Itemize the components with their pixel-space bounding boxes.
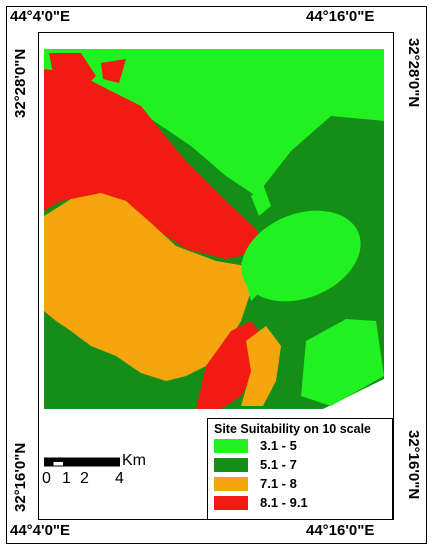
scale-tick: 0 — [42, 470, 51, 487]
zone-8-9-northwest — [44, 69, 266, 259]
coord-left-bottom: 32°16'0"N — [12, 442, 29, 512]
map-frame — [6, 6, 427, 544]
coord-top-left: 44°4'0"E — [10, 8, 71, 25]
scale-tick: 1 — [62, 470, 71, 487]
scale-tick: 2 — [80, 470, 89, 487]
zone-7-8-south — [241, 326, 281, 406]
legend-item: 7.1 - 8 — [208, 474, 392, 493]
scale-unit: Km — [122, 452, 146, 469]
coord-right-top: 32°28'0"N — [405, 38, 422, 108]
zone-8-9-strand — [101, 59, 126, 83]
legend-item: 8.1 - 9.1 — [208, 493, 392, 512]
legend-swatch — [214, 457, 248, 472]
suitability-map — [44, 49, 384, 409]
coord-right-bottom: 32°16'0"N — [405, 430, 422, 500]
legend-swatch — [214, 438, 248, 453]
zone-3-5-north — [44, 49, 384, 196]
coord-bottom-right: 44°16'0"E — [306, 522, 375, 539]
legend-label: 8.1 - 9.1 — [260, 495, 308, 510]
zone-3-5-middle — [251, 184, 271, 216]
legend-item: 3.1 - 5 — [208, 436, 392, 455]
legend-item: 5.1 - 7 — [208, 455, 392, 474]
coord-bottom-left: 44°4'0"E — [10, 522, 71, 539]
zone-3-5-east-neck — [241, 246, 271, 301]
legend-swatch — [214, 495, 248, 510]
legend-label: 7.1 - 8 — [260, 476, 297, 491]
legend-label: 3.1 - 5 — [260, 438, 297, 453]
scale-tick: 4 — [115, 470, 124, 487]
zone-8-9-patch-a — [49, 53, 96, 96]
legend-label: 5.1 - 7 — [260, 457, 297, 472]
legend-title: Site Suitability on 10 scale — [214, 422, 372, 436]
legend: Site Suitability on 10 scale 3.1 - 5 5.1… — [207, 418, 393, 520]
coord-top-right: 44°16'0"E — [306, 8, 375, 25]
scale-bar — [44, 457, 120, 467]
coord-left-top: 32°28'0"N — [12, 48, 29, 118]
zone-3-5-southeast — [301, 319, 384, 406]
legend-swatch — [214, 476, 248, 491]
zone-3-5-east-bulb — [241, 210, 361, 302]
zone-7-8-central — [44, 193, 251, 381]
